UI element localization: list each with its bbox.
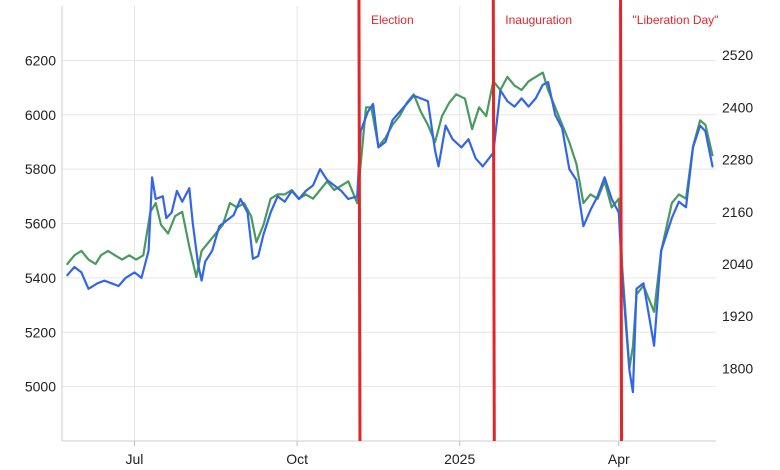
y-right-tick-label: 2280: [722, 152, 753, 168]
y-left-tick-label: 6000: [25, 107, 56, 123]
event-line-1: [357, 0, 362, 442]
event-line-3: [619, 0, 624, 442]
y-left-tick-label: 5400: [25, 270, 56, 286]
y-right-tick-label: 2520: [722, 47, 753, 63]
event-line-2: [491, 0, 496, 442]
y-right-tick-label: 2040: [722, 256, 753, 272]
event-label-3: "Liberation Day": [633, 13, 719, 27]
y-right-tick-label: 1920: [722, 308, 753, 324]
series-lines: [66, 71, 714, 394]
series-line-2: [66, 71, 714, 370]
axis-frame: [61, 6, 716, 446]
x-tick-label: 2025: [444, 451, 475, 467]
y-right-tick-label: 2160: [722, 204, 753, 220]
y-right-tick-label: 1800: [722, 360, 753, 376]
tick-labels: 5000 5200 5400 5600 5800 6000 6200 1800 1920 2040…: [25, 47, 754, 467]
y-left-tick-label: 5600: [25, 216, 56, 232]
event-label-2: Inauguration: [505, 13, 572, 27]
x-tick-label: Apr: [608, 451, 630, 467]
x-tick-label: Jul: [126, 451, 144, 467]
event-label-1: Election: [371, 13, 414, 27]
y-left-tick-label: 6200: [25, 52, 56, 68]
series-line-1: [66, 80, 714, 394]
y-left-tick-label: 5200: [25, 324, 56, 340]
y-left-tick-label: 5000: [25, 379, 56, 395]
y-right-tick-label: 2400: [722, 99, 753, 115]
x-tick-label: Oct: [286, 451, 308, 467]
event-markers: Election Inauguration "Liberation Day": [357, 0, 719, 442]
y-left-tick-label: 5800: [25, 161, 56, 177]
